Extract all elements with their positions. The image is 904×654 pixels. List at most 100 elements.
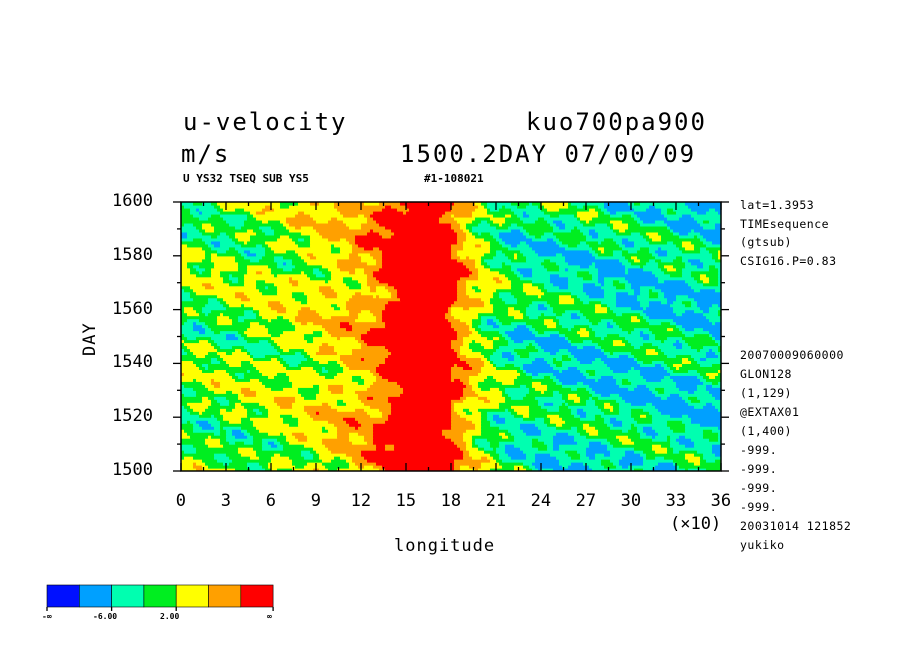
heatmap-cell xyxy=(616,291,629,296)
heatmap-cell xyxy=(181,204,185,209)
x-tick-label: 18 xyxy=(440,491,462,511)
heatmap-cell xyxy=(709,438,719,442)
heatmap-cell xyxy=(196,447,239,451)
heatmap-cell xyxy=(247,270,257,275)
heatmap-cell xyxy=(475,441,491,445)
heatmap-cell xyxy=(478,273,506,278)
heatmap-cell xyxy=(193,387,209,391)
heatmap-cell xyxy=(469,375,488,379)
heatmap-cell xyxy=(181,237,194,242)
heatmap-cell xyxy=(532,342,539,347)
heatmap-cell xyxy=(583,288,605,293)
heatmap-cell xyxy=(343,399,362,403)
heatmap-cell xyxy=(565,267,569,272)
heatmap-cell xyxy=(397,288,458,293)
heatmap-cell xyxy=(253,357,272,362)
heatmap-cell xyxy=(481,333,503,338)
heatmap-cell xyxy=(256,411,263,415)
heatmap-cell xyxy=(616,294,638,299)
heatmap-cell xyxy=(220,210,251,215)
heatmap-cell xyxy=(304,348,320,353)
heatmap-cell xyxy=(181,231,188,236)
heatmap-cell xyxy=(514,252,518,257)
heatmap-cell xyxy=(472,231,479,236)
heatmap-cell xyxy=(676,255,683,260)
heatmap-cell xyxy=(595,282,602,287)
heatmap-cell xyxy=(235,468,251,471)
heatmap-cell xyxy=(511,291,527,296)
heatmap-cell xyxy=(310,213,344,218)
heatmap-cell xyxy=(649,246,659,251)
heatmap-cell xyxy=(451,252,458,257)
heatmap-cell xyxy=(679,387,698,391)
heatmap-cell xyxy=(310,240,350,245)
heatmap-cell xyxy=(439,216,455,221)
heatmap-cell xyxy=(457,411,467,415)
heatmap-cell xyxy=(481,297,491,302)
heatmap-cell xyxy=(595,402,605,406)
heatmap-cell xyxy=(238,315,257,320)
heatmap-cell xyxy=(496,315,515,320)
heatmap-cell xyxy=(265,324,296,329)
heatmap-cell xyxy=(562,396,569,400)
heatmap-cell xyxy=(598,246,605,251)
heatmap-cell xyxy=(640,288,650,293)
heatmap-cell xyxy=(715,336,721,341)
heatmap-cell xyxy=(286,372,320,376)
heatmap-cell xyxy=(370,405,392,409)
heatmap-cell xyxy=(181,216,200,221)
heatmap-cell xyxy=(349,309,362,314)
heatmap-cell xyxy=(484,237,497,242)
heatmap-cell xyxy=(490,441,500,445)
heatmap-cell xyxy=(679,246,686,251)
heatmap-cell xyxy=(700,378,707,382)
heatmap-cell xyxy=(256,426,323,430)
heatmap-cell xyxy=(595,309,608,314)
heatmap-cell xyxy=(499,240,506,245)
heatmap-cell xyxy=(508,276,521,281)
heatmap-cell xyxy=(328,387,344,391)
heatmap-cell xyxy=(688,402,707,406)
heatmap-cell xyxy=(181,327,194,332)
heatmap-cell xyxy=(220,213,248,218)
heatmap-cell xyxy=(247,216,257,221)
heatmap-cell xyxy=(241,360,251,364)
heatmap-cell xyxy=(652,420,668,424)
heatmap-cell xyxy=(634,357,638,362)
heatmap-cell xyxy=(532,330,539,335)
heatmap-cell xyxy=(181,252,206,257)
heatmap-cell xyxy=(274,258,293,263)
heatmap-cell xyxy=(364,202,380,206)
heatmap-cell xyxy=(274,282,293,287)
heatmap-cell xyxy=(712,447,721,451)
heatmap-cell xyxy=(376,369,452,373)
heatmap-cell xyxy=(229,372,236,376)
heatmap-cell xyxy=(508,312,524,317)
heatmap-cell xyxy=(337,216,368,221)
heatmap-cell xyxy=(577,381,584,385)
y-tick-label: 1500 xyxy=(112,460,153,480)
heatmap-cell xyxy=(571,426,578,430)
heatmap-cell xyxy=(667,216,680,221)
heatmap-cell xyxy=(685,456,701,460)
heatmap-cell xyxy=(649,315,707,320)
heatmap-cell xyxy=(631,366,635,370)
heatmap-cell xyxy=(589,270,599,275)
heatmap-cell xyxy=(283,363,290,367)
heatmap-cell xyxy=(325,444,377,448)
heatmap-cell xyxy=(673,258,683,263)
heatmap-cell xyxy=(655,255,677,260)
heatmap-cell xyxy=(595,255,626,260)
heatmap-cell xyxy=(646,351,659,356)
y-tick-label: 1540 xyxy=(112,352,153,373)
heatmap-cell xyxy=(541,207,548,212)
heatmap-cell xyxy=(388,354,458,359)
heatmap-cell xyxy=(298,252,308,257)
heatmap-cell xyxy=(388,399,452,403)
heatmap-cell xyxy=(325,426,338,430)
heatmap-cell xyxy=(526,255,566,260)
heatmap-cell xyxy=(598,252,614,257)
heatmap-cell xyxy=(544,321,557,326)
heatmap-cell xyxy=(655,405,695,409)
heatmap-cell xyxy=(505,261,542,266)
